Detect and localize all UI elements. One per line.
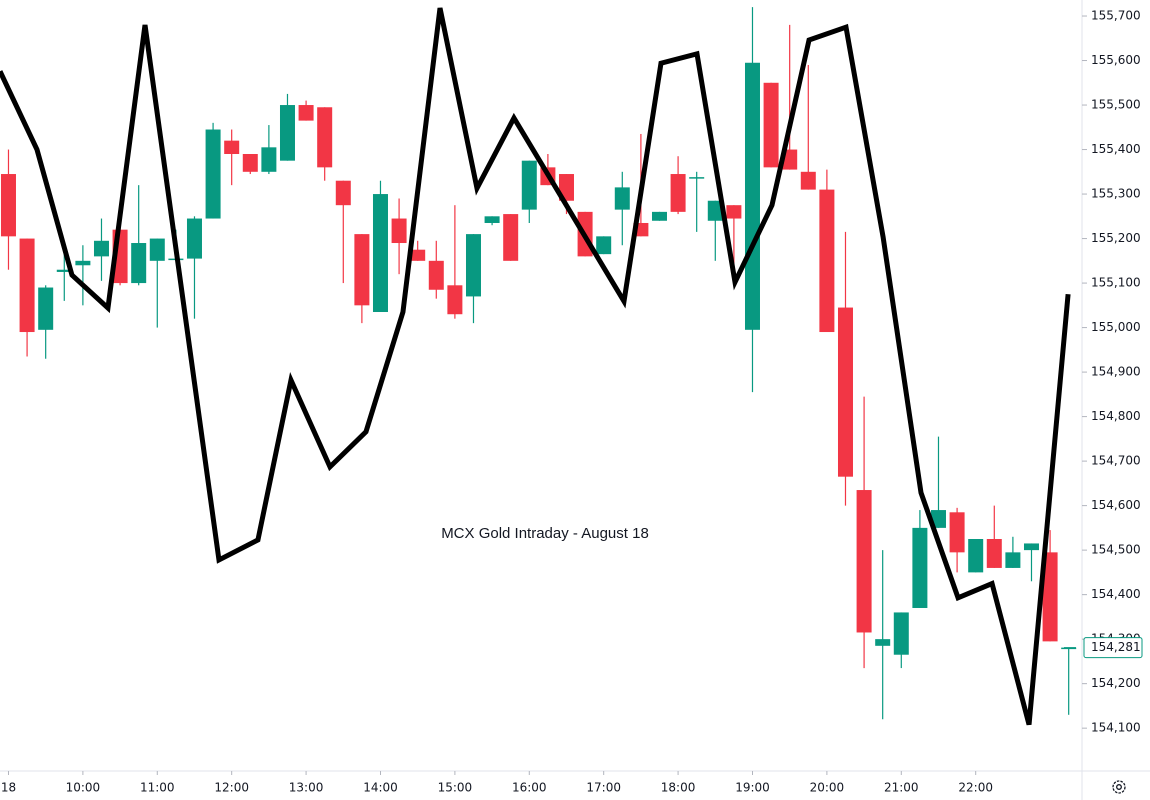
x-tick-label: 19:00 <box>735 781 770 795</box>
candle-body <box>335 180 351 206</box>
y-tick-label: 154,400 <box>1091 587 1141 601</box>
gear-outline <box>1112 780 1126 794</box>
x-tick-label: 12:00 <box>214 781 249 795</box>
y-tick-label: 155,000 <box>1091 320 1141 334</box>
candle-body <box>856 490 872 633</box>
candle-body <box>1061 647 1077 650</box>
candle-body <box>0 174 16 237</box>
last-price-label: 154,281 <box>1091 640 1141 654</box>
candle-body <box>1042 552 1058 642</box>
candle-body <box>465 234 481 297</box>
x-tick-label: 22:00 <box>958 781 993 795</box>
y-tick-label: 155,500 <box>1091 98 1141 112</box>
y-tick-label: 154,800 <box>1091 409 1141 423</box>
candle-body <box>410 249 426 261</box>
candle-body <box>651 211 667 221</box>
candle-body <box>986 539 1002 568</box>
gear-hub <box>1116 784 1122 790</box>
candle-body <box>75 260 91 266</box>
y-tick-label: 154,100 <box>1091 721 1141 735</box>
candle-body <box>38 287 54 330</box>
x-tick-label: 10:00 <box>66 781 101 795</box>
candle-body <box>930 510 946 528</box>
candle-body <box>689 177 705 179</box>
candle-body <box>968 539 984 573</box>
candle-body <box>949 512 965 553</box>
candle-body <box>56 269 72 272</box>
x-tick-label: 15:00 <box>438 781 473 795</box>
candle-body <box>819 189 835 333</box>
candle-body <box>782 149 798 170</box>
candle-body <box>298 105 314 121</box>
candle-body <box>93 240 109 257</box>
candle-body <box>317 107 333 168</box>
y-tick-label: 154,900 <box>1091 365 1141 379</box>
y-tick-label: 154,200 <box>1091 676 1141 690</box>
drawn-line <box>0 7 1071 726</box>
candle-body <box>744 62 760 330</box>
y-tick-label: 154,500 <box>1091 543 1141 557</box>
x-tick-label: 20:00 <box>810 781 845 795</box>
settings-icon[interactable] <box>1112 780 1126 794</box>
x-tick-label: 14:00 <box>363 781 398 795</box>
candle-body <box>205 129 221 219</box>
candle-body <box>614 187 630 210</box>
last-price-box <box>1083 637 1143 659</box>
candle-body <box>893 612 909 655</box>
candle-body <box>875 639 891 646</box>
y-tick-label: 155,100 <box>1091 276 1141 290</box>
y-tick-label: 155,700 <box>1091 9 1141 23</box>
candle-body <box>1005 552 1021 568</box>
candle-body <box>261 147 277 172</box>
x-tick-label: 18:00 <box>661 781 696 795</box>
candle-body <box>131 243 147 284</box>
y-tick-label: 155,300 <box>1091 187 1141 201</box>
candle-body <box>279 105 295 161</box>
candle-body <box>391 218 407 244</box>
x-tick-label: 11:00 <box>140 781 175 795</box>
x-tick-label: 18 <box>1 781 16 795</box>
x-tick-label: 13:00 <box>289 781 324 795</box>
candle-body <box>521 160 537 210</box>
candle-body <box>186 218 202 259</box>
y-tick-label: 154,600 <box>1091 498 1141 512</box>
y-tick-label: 154,700 <box>1091 454 1141 468</box>
candle-body <box>1023 543 1039 551</box>
candle-body <box>670 174 686 212</box>
x-tick-label: 21:00 <box>884 781 919 795</box>
candle-body <box>596 236 612 255</box>
candle-body <box>484 216 500 223</box>
x-tick-label: 16:00 <box>512 781 547 795</box>
candle-body <box>503 214 519 261</box>
y-tick-label: 155,200 <box>1091 231 1141 245</box>
x-tick-label: 17:00 <box>586 781 621 795</box>
candle-body <box>912 527 928 608</box>
candle-body <box>800 171 816 190</box>
candle-body <box>447 285 463 315</box>
candle-body <box>428 260 444 290</box>
candle-body <box>242 154 258 172</box>
candle-body <box>19 238 35 333</box>
candle-body <box>558 174 574 201</box>
candle-body <box>149 238 165 261</box>
candle-body <box>763 82 779 168</box>
candle-body <box>224 140 240 154</box>
candle-body <box>707 200 723 221</box>
candle-body <box>726 205 742 219</box>
candle-body <box>372 194 388 313</box>
y-tick-label: 155,600 <box>1091 53 1141 67</box>
y-tick-label: 155,400 <box>1091 142 1141 156</box>
candle-body <box>354 234 370 306</box>
candle-body <box>837 307 853 477</box>
chart-title: MCX Gold Intraday - August 18 <box>441 525 649 542</box>
